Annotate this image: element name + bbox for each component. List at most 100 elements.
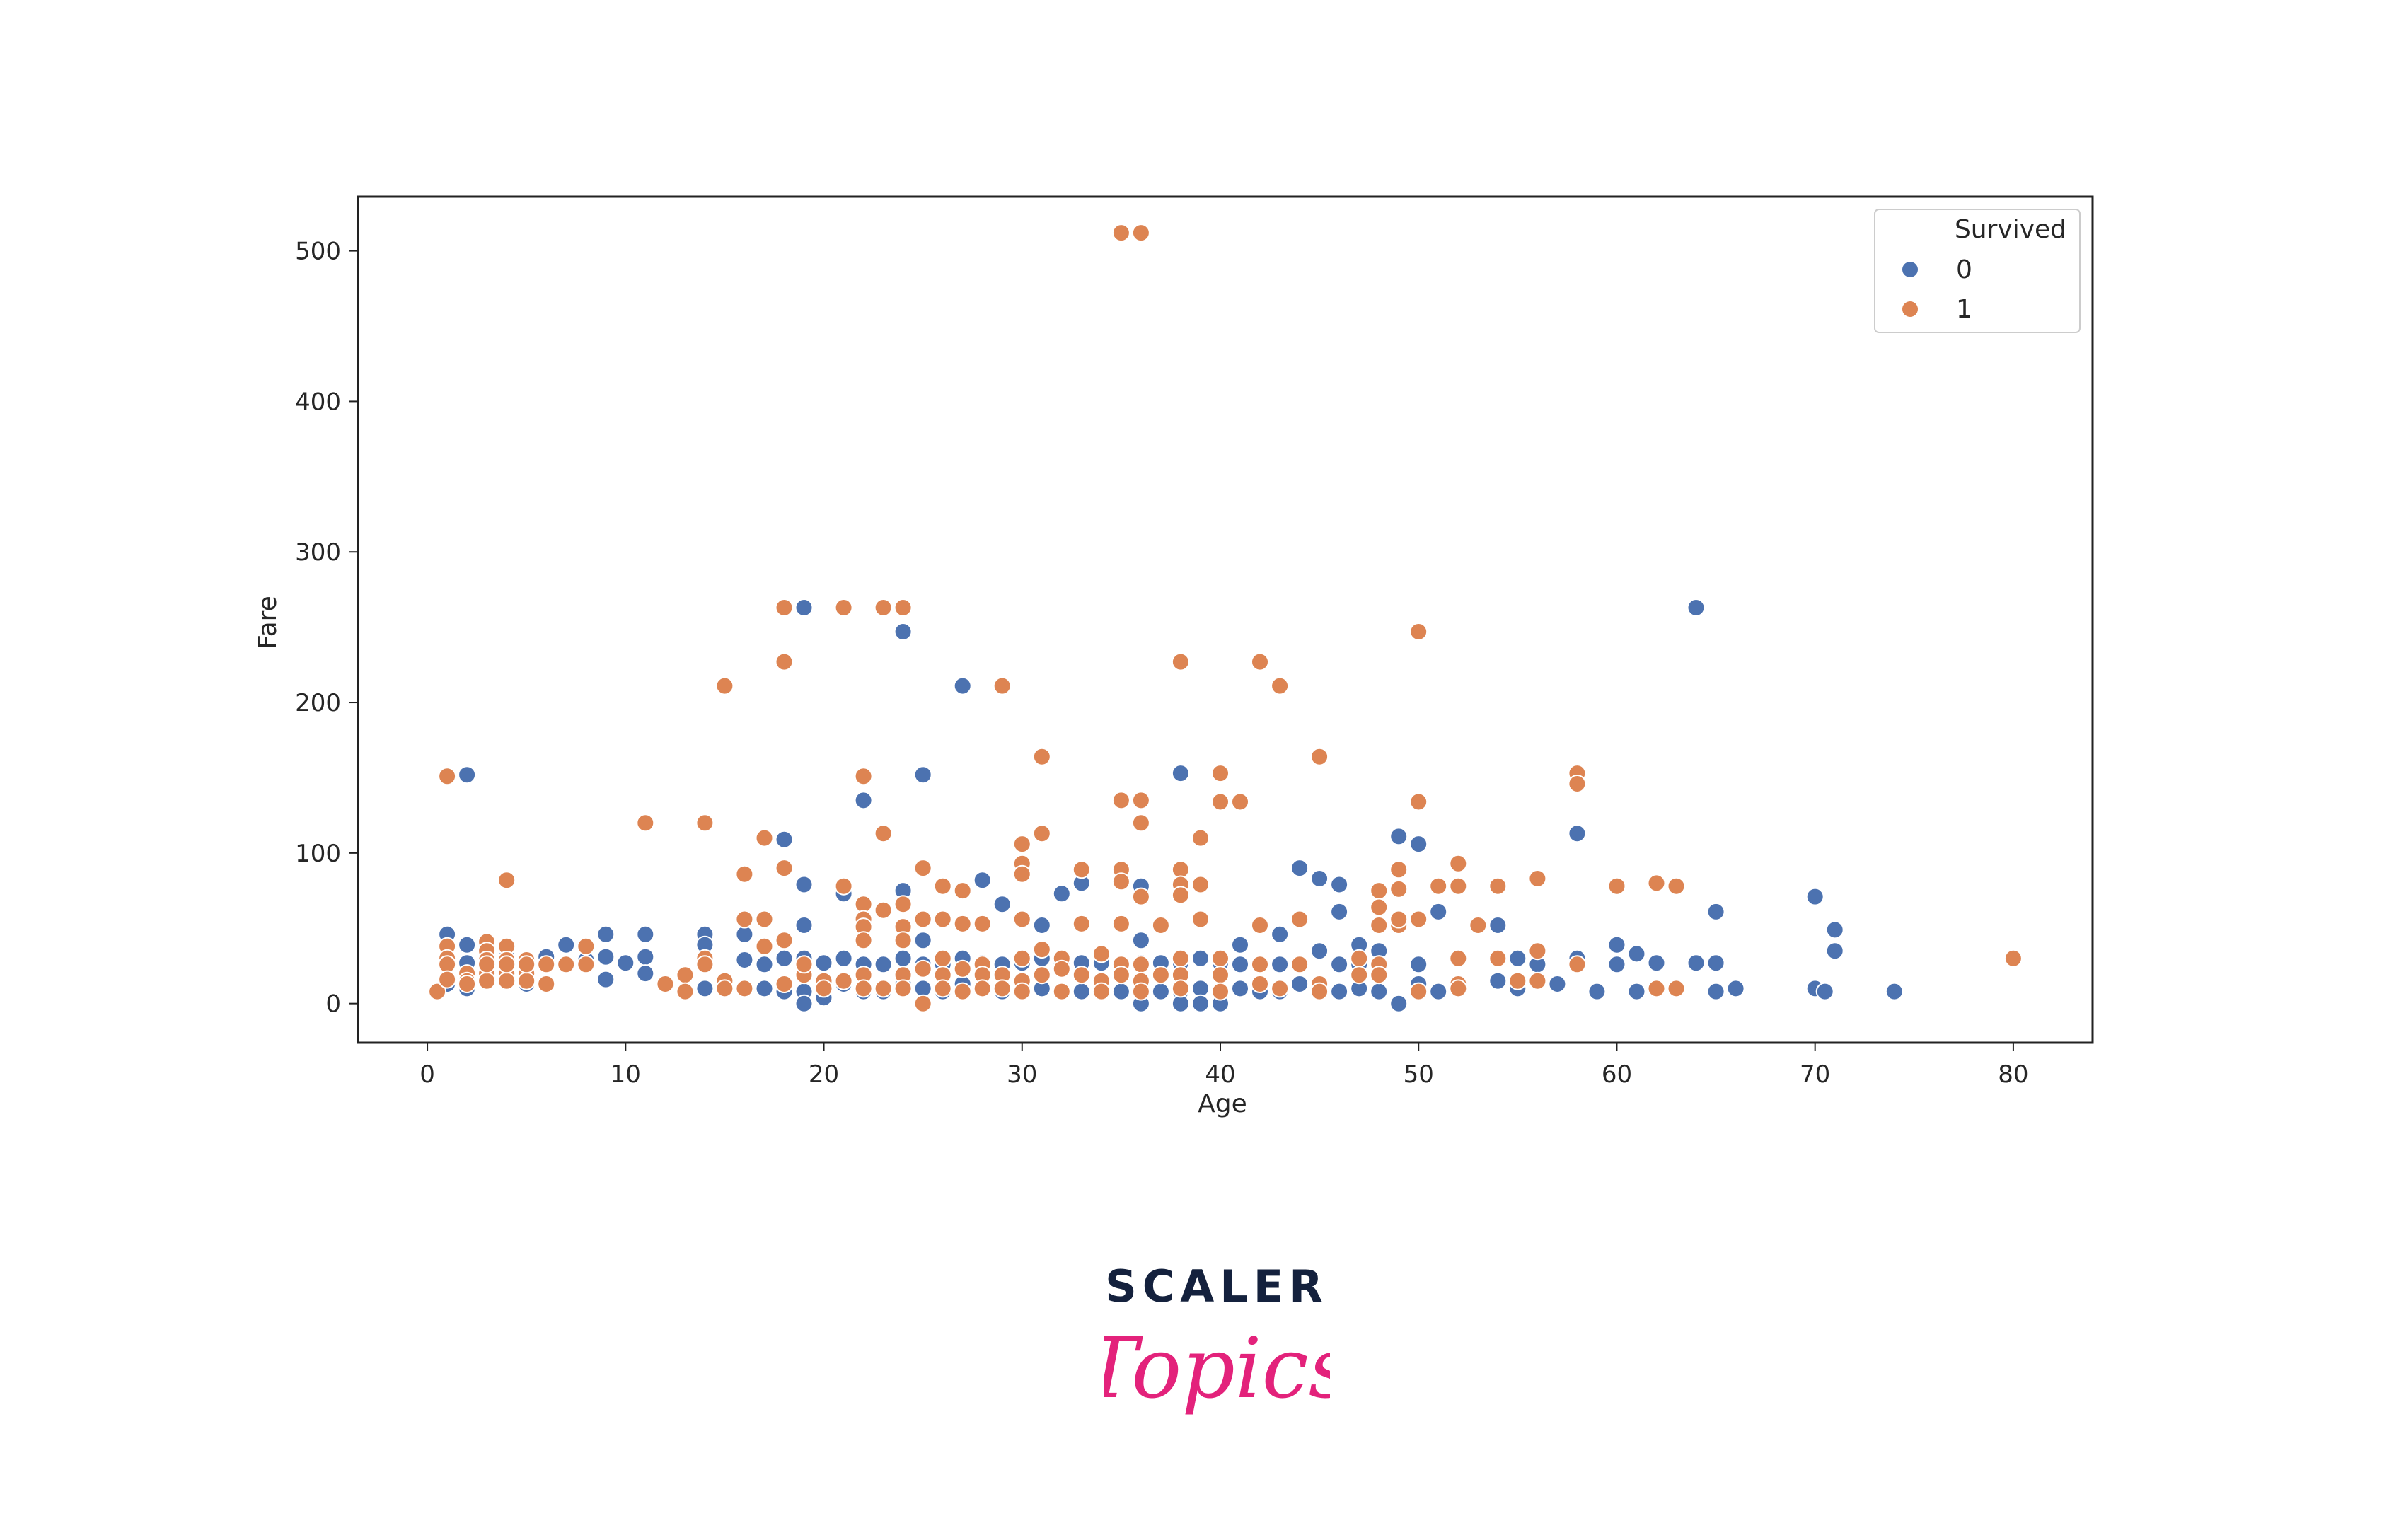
point-survived-1 [1290,955,1309,974]
point-survived-0 [1191,994,1210,1013]
point-survived-1 [893,598,913,617]
point-survived-0 [1330,982,1349,1001]
point-survived-1 [1310,982,1329,1001]
point-survived-1 [953,914,972,933]
x-tick-label: 10 [611,1060,641,1089]
point-survived-1 [478,971,497,990]
point-survived-0 [893,949,913,968]
y-tick-label: 300 [295,538,341,567]
point-survived-0 [1151,982,1170,1001]
point-survived-1 [893,895,913,914]
point-survived-0 [1290,859,1309,878]
point-survived-0 [1627,982,1646,1001]
point-survived-1 [1012,835,1031,854]
point-survived-1 [893,931,913,950]
point-survived-0 [913,765,932,785]
point-survived-0 [1885,982,1904,1001]
point-survived-1 [1271,676,1290,695]
point-survived-1 [933,949,952,968]
point-survived-0 [1548,975,1567,993]
point-survived-0 [1389,994,1409,1013]
point-survived-1 [1111,914,1130,933]
point-survived-1 [814,979,833,998]
point-survived-0 [973,871,992,890]
point-survived-0 [1191,949,1210,968]
scaler-topics-logo: SCALER Topics [1104,1261,1330,1417]
point-survived-1 [1271,979,1290,998]
point-survived-1 [1032,966,1051,985]
point-survived-1 [1052,959,1071,978]
point-survived-1 [953,881,972,901]
legend-box [1874,209,2081,333]
point-survived-0 [1429,902,1448,921]
point-survived-1 [1528,942,1547,961]
point-survived-1 [874,824,893,843]
point-survived-1 [1251,652,1269,671]
point-survived-0 [794,875,814,894]
point-survived-1 [577,937,596,956]
point-survived-1 [1211,982,1230,1001]
point-survived-0 [1231,979,1249,998]
point-survived-1 [1012,864,1031,884]
point-survived-0 [775,949,794,968]
point-survived-1 [1607,876,1626,896]
point-survived-0 [794,994,814,1013]
point-survived-1 [1409,792,1428,811]
point-survived-0 [775,830,794,849]
point-survived-1 [1449,949,1468,968]
point-survived-1 [1012,949,1031,968]
point-survived-0 [1131,931,1150,950]
logo-topics-text: Topics [1104,1319,1330,1417]
point-survived-0 [636,947,655,966]
point-survived-1 [1111,872,1130,891]
point-survived-0 [1706,954,1725,973]
point-survived-1 [428,982,447,1001]
point-survived-1 [973,979,992,998]
point-survived-0 [874,955,893,974]
point-survived-0 [636,925,655,944]
point-survived-1 [577,955,596,974]
point-survived-0 [1687,954,1706,973]
y-axis-ticks: 0 100 200 300 400 500 [295,238,358,1019]
point-survived-1 [1409,623,1428,641]
y-axis-title: Fare [253,596,282,649]
point-survived-0 [913,931,932,950]
point-survived-1 [735,910,754,929]
point-survived-1 [1528,869,1547,888]
point-survived-1 [1211,949,1230,968]
x-tick-label: 40 [1205,1060,1235,1089]
point-survived-1 [1092,982,1111,1001]
y-tick-label: 200 [295,689,341,717]
point-survived-0 [596,947,615,966]
point-survived-1 [497,971,516,990]
point-survived-0 [1370,982,1389,1001]
point-survived-1 [973,914,992,933]
point-survived-1 [1131,887,1150,906]
point-survived-0 [1231,935,1249,954]
point-survived-1 [1568,955,1587,974]
point-survived-1 [1488,949,1508,968]
logo-scaler-text: SCALER [1105,1261,1329,1312]
point-survived-0 [1587,982,1607,1001]
point-survived-1 [913,859,932,878]
point-survived-0 [1271,925,1290,944]
point-survived-1 [1032,747,1051,766]
point-survived-1 [993,676,1012,695]
point-survived-1 [1667,979,1686,998]
point-survived-0 [1171,764,1190,783]
x-axis-title: Age [1198,1089,1247,1118]
point-survived-0 [794,916,814,934]
point-survived-1 [933,979,952,998]
point-survived-1 [775,859,794,878]
point-survived-1 [1012,910,1031,929]
point-survived-0 [1310,869,1329,888]
point-survived-1 [497,871,516,890]
point-survived-0 [458,935,477,954]
point-survived-1 [933,876,952,896]
point-survived-1 [1251,975,1269,993]
point-survived-1 [1449,979,1468,998]
point-survived-0 [1072,982,1091,1001]
point-survived-1 [1449,854,1468,873]
point-survived-1 [1409,910,1428,929]
point-survived-1 [1389,860,1409,879]
